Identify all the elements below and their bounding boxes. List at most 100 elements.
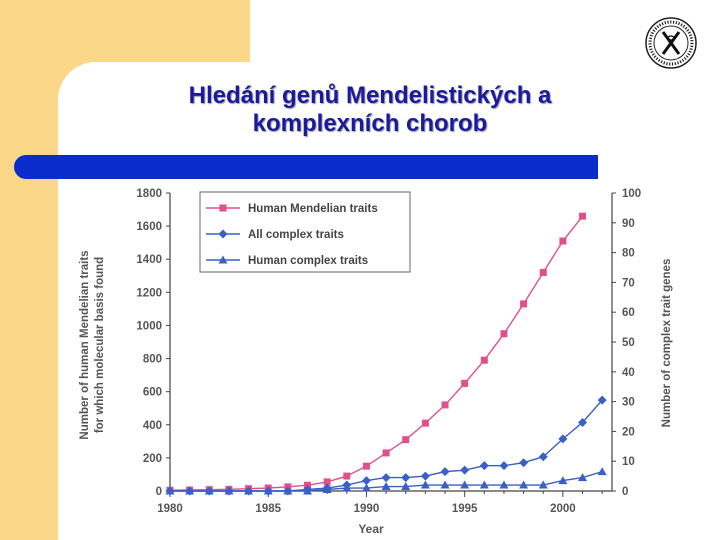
data-point (420, 480, 430, 489)
y-left-tick-label: 1800 (136, 188, 162, 200)
data-point (539, 268, 547, 276)
chart-series (165, 212, 607, 496)
slide-title-line-2: komplexních chorob (252, 110, 488, 137)
data-point (578, 473, 588, 482)
data-point (342, 483, 352, 492)
data-point (441, 401, 449, 409)
y-right-tick-label: 40 (622, 367, 635, 379)
y-right-tick-label: 60 (622, 307, 635, 319)
legend-label: All complex traits (248, 229, 344, 241)
y-axis-right-label: Number of complex trait genes (661, 259, 673, 428)
series-2 (165, 395, 607, 496)
data-point (519, 458, 529, 468)
data-point (322, 485, 332, 494)
data-point (381, 473, 391, 483)
data-point (559, 237, 567, 245)
y-right-tick-label: 50 (622, 337, 635, 349)
y-right-tick-label: 20 (622, 426, 635, 438)
data-point (361, 476, 371, 486)
slide-panel (58, 62, 720, 540)
legend-entry: Human Mendelian traits (206, 203, 378, 215)
data-point (558, 476, 568, 485)
data-point (500, 330, 508, 338)
x-tick-label: 1990 (354, 503, 380, 515)
x-tick-label: 1985 (255, 503, 281, 515)
data-point (479, 461, 489, 471)
data-point (362, 462, 370, 470)
title-underline-bar (14, 155, 598, 179)
data-point (381, 482, 391, 491)
legend-marker (218, 229, 228, 239)
legend-box (199, 191, 411, 273)
data-point (323, 478, 331, 486)
legend-label: Human complex traits (248, 255, 368, 267)
y-axis-left-label-line-2: for which molecular basis found (94, 257, 106, 433)
data-point (538, 480, 548, 489)
series-3 (165, 467, 607, 495)
slide-title: Hledání genů Mendelistických a komplexní… (120, 82, 620, 138)
y-left-tick-label: 1600 (136, 221, 162, 233)
data-point (421, 419, 429, 427)
data-point (244, 486, 254, 495)
data-point (382, 449, 390, 457)
data-point (578, 417, 588, 427)
slide-title-line-1: Hledání genů Mendelistických a (188, 82, 552, 109)
legend-marker (218, 255, 228, 264)
y-left-tick-label: 1400 (136, 254, 162, 266)
series-line (169, 215, 584, 491)
data-point (440, 467, 450, 477)
data-point (440, 480, 450, 489)
data-point (597, 395, 607, 405)
y-left-tick-label: 200 (143, 453, 162, 465)
data-point (402, 436, 410, 444)
data-point (461, 379, 469, 387)
x-tick-label: 1995 (452, 503, 478, 515)
chart-axes: 0 200 400 600 800 1000 1200 1400 1600 1800 0 10 20 30… (136, 188, 641, 515)
data-point (520, 300, 528, 308)
data-point (401, 473, 411, 483)
data-point (499, 461, 509, 471)
y-left-tick-label: 800 (143, 354, 162, 366)
y-left-tick-label: 600 (143, 387, 162, 399)
data-point (361, 483, 371, 492)
data-point (420, 471, 430, 481)
data-point (480, 356, 488, 364)
legend-entry: All complex traits (206, 229, 344, 241)
data-point (343, 472, 351, 480)
data-point (597, 467, 607, 476)
data-point (499, 480, 509, 489)
y-right-tick-label: 30 (622, 397, 635, 409)
y-left-tick-label: 1200 (136, 287, 162, 299)
y-left-tick-label: 0 (156, 486, 162, 498)
x-axis-label: Year (358, 522, 384, 536)
data-point (579, 212, 587, 220)
data-point (479, 480, 489, 489)
y-right-tick-label: 0 (622, 486, 628, 498)
x-tick-label: 2000 (550, 503, 576, 515)
y-right-tick-label: 80 (622, 248, 635, 260)
data-point (283, 486, 293, 495)
data-point (519, 480, 529, 489)
legend-marker (219, 204, 227, 212)
data-point (204, 486, 214, 495)
y-right-tick-label: 10 (622, 456, 635, 468)
x-tick-label: 1980 (157, 503, 183, 515)
legend-label: Human Mendelian traits (248, 203, 378, 215)
data-point (224, 486, 234, 495)
data-point (558, 434, 568, 444)
y-axis-left-label-line-1: Number of human Mendelian traits (79, 250, 91, 439)
data-point (303, 486, 313, 495)
data-point (460, 480, 470, 489)
y-left-tick-label: 400 (143, 420, 162, 432)
data-point (263, 486, 273, 495)
data-point (185, 486, 195, 495)
data-point (401, 482, 411, 491)
university-seal-logo (645, 17, 697, 69)
y-right-tick-label: 100 (622, 188, 641, 200)
chart-legend: Human Mendelian traits All complex traits… (199, 191, 411, 273)
data-point (165, 486, 175, 495)
y-left-tick-label: 1000 (136, 320, 162, 332)
y-right-tick-label: 70 (622, 277, 635, 289)
y-right-tick-label: 90 (622, 218, 635, 230)
